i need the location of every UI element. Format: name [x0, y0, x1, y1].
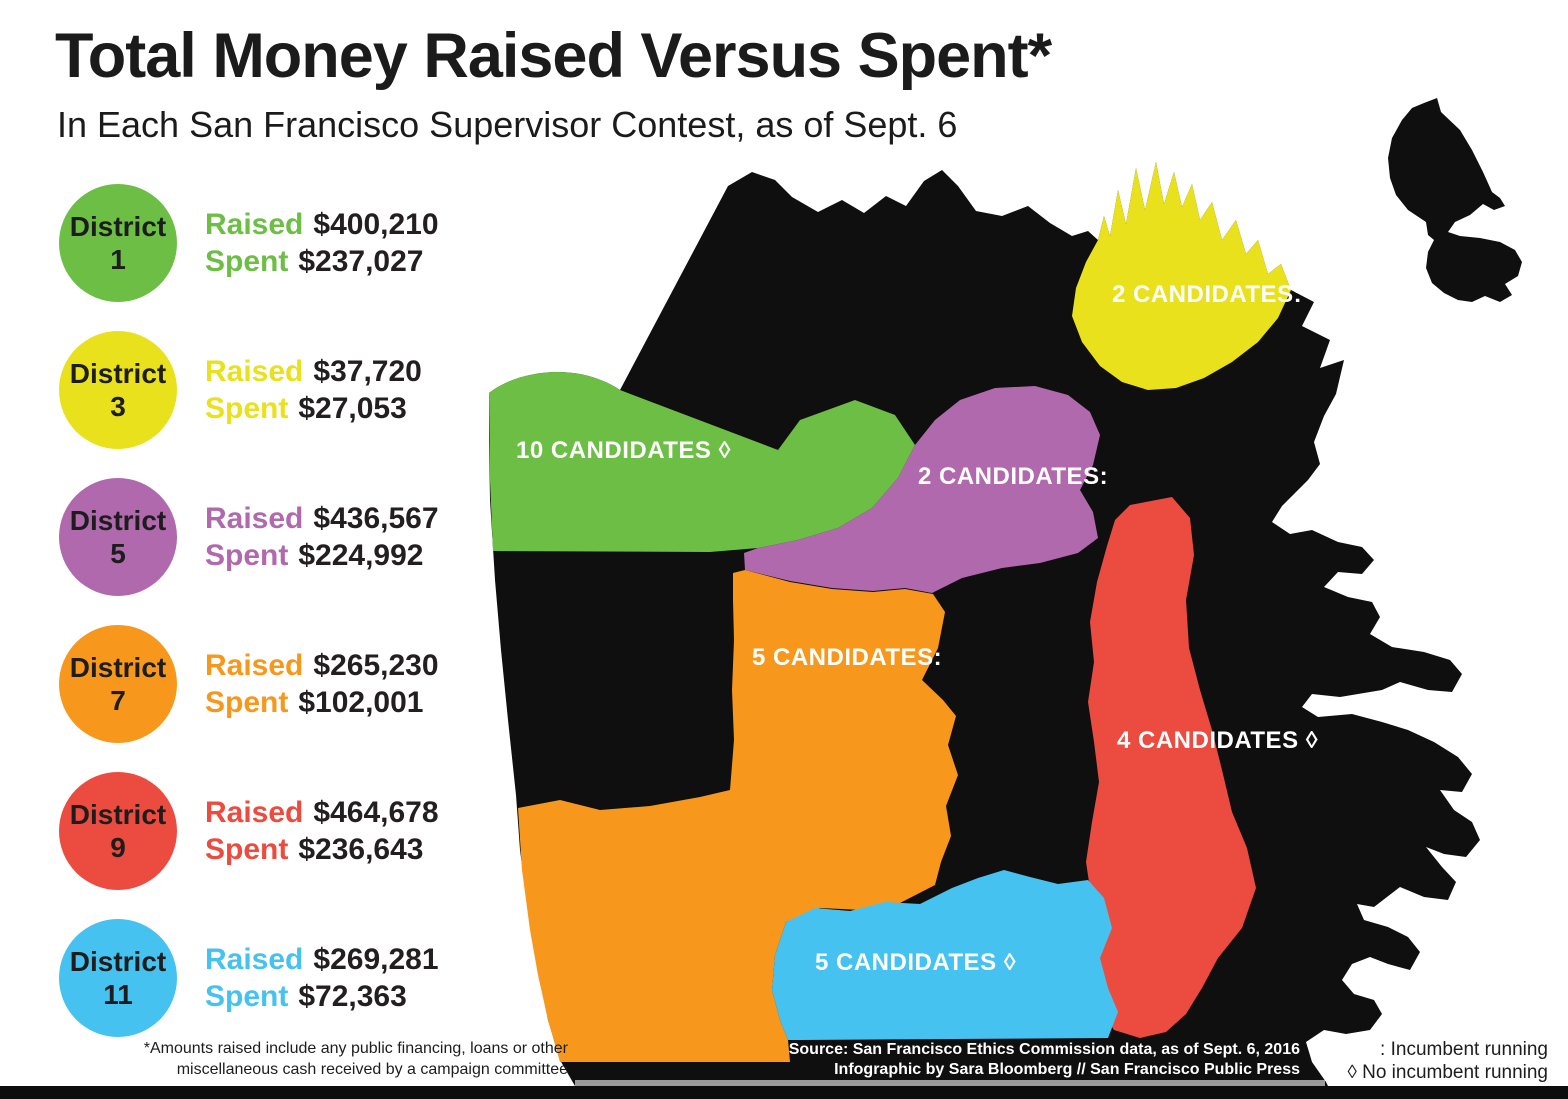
spent-label: Spent	[205, 686, 289, 719]
map-label-district-5: 2 CANDIDATES:	[918, 463, 1109, 490]
no-incumbent-label: No incumbent running	[1362, 1062, 1548, 1083]
spent-amount: $102,001	[298, 686, 424, 719]
raised-amount: $400,210	[313, 208, 439, 241]
page-subtitle: In Each San Francisco Supervisor Contest…	[57, 104, 958, 145]
district-1-badge: District 1	[59, 184, 177, 302]
raised-label: Raised	[205, 649, 304, 682]
map-district-11-region	[772, 870, 1118, 1040]
spent-amount: $236,643	[298, 833, 424, 866]
incumbent-symbol-icon: :	[1380, 1039, 1386, 1060]
map-label-district-3: 2 CANDIDATES:	[1112, 281, 1303, 308]
map-district-3-region	[1072, 162, 1291, 390]
district-11-badge: District 11	[59, 919, 177, 1037]
footnote-line-1: *Amounts raised include any public finan…	[143, 1040, 568, 1057]
map-label-district-11: 5 CANDIDATES ◊	[815, 949, 1017, 976]
source-line-2: Infographic by Sara Bloomberg // San Fra…	[834, 1061, 1300, 1078]
district-number: 11	[103, 979, 133, 1010]
district-9-info: Raised $464,678 Spent $236,643	[205, 794, 439, 868]
district-number: 7	[110, 685, 126, 716]
raised-amount: $37,720	[313, 355, 422, 388]
source-line-1: Source: San Francisco Ethics Commission …	[788, 1041, 1300, 1058]
district-word: District	[69, 505, 167, 536]
district-7-row: District 7 Raised $265,230 Spent $102,001	[0, 625, 470, 743]
spent-amount: $237,027	[298, 245, 424, 278]
district-1-row: District 1 Raised $400,210 Spent $237,027	[0, 184, 470, 302]
district-word: District	[69, 211, 167, 242]
legend-no-incumbent: ◊ No incumbent running	[1347, 1061, 1548, 1084]
footnote: *Amounts raised include any public finan…	[90, 1038, 568, 1080]
map-district-9-region	[1086, 497, 1256, 1038]
spent-label: Spent	[205, 245, 289, 278]
district-5-info: Raised $436,567 Spent $224,992	[205, 500, 439, 574]
raised-label: Raised	[205, 943, 304, 976]
map-bottom-rule	[575, 1080, 1325, 1086]
spent-amount: $224,992	[298, 539, 424, 572]
map-label-district-9: 4 CANDIDATES ◊	[1117, 727, 1319, 754]
district-word: District	[69, 652, 167, 683]
map-label-district-7: 5 CANDIDATES:	[752, 644, 943, 671]
spent-label: Spent	[205, 980, 289, 1013]
raised-label: Raised	[205, 796, 304, 829]
district-number: 9	[110, 832, 126, 863]
raised-amount: $436,567	[313, 502, 439, 535]
raised-amount: $265,230	[313, 649, 439, 682]
district-9-row: District 9 Raised $464,678 Spent $236,643	[0, 772, 470, 890]
district-word: District	[69, 946, 167, 977]
map-district-5-region	[744, 386, 1100, 593]
raised-amount: $269,281	[313, 943, 439, 976]
map-island-blob	[1388, 98, 1522, 302]
raised-label: Raised	[205, 208, 304, 241]
district-3-info: Raised $37,720 Spent $27,053	[205, 353, 422, 427]
district-9-badge: District 9	[59, 772, 177, 890]
incumbent-label: Incumbent running	[1390, 1039, 1548, 1060]
raised-label: Raised	[205, 355, 304, 388]
district-11-info: Raised $269,281 Spent $72,363	[205, 941, 439, 1015]
map-district-1-region	[489, 371, 915, 552]
district-number: 3	[110, 391, 126, 422]
district-3-row: District 3 Raised $37,720 Spent $27,053	[0, 331, 470, 449]
map-label-district-1: 10 CANDIDATES ◊	[516, 437, 731, 464]
district-5-row: District 5 Raised $436,567 Spent $224,992	[0, 478, 470, 596]
spent-label: Spent	[205, 392, 289, 425]
district-word: District	[69, 358, 167, 389]
symbol-legend: : Incumbent running ◊ No incumbent runni…	[1347, 1038, 1548, 1084]
district-1-info: Raised $400,210 Spent $237,027	[205, 206, 439, 280]
district-11-row: District 11 Raised $269,281 Spent $72,363	[0, 919, 470, 1037]
district-number: 5	[110, 538, 126, 569]
page-title: Total Money Raised Versus Spent*	[55, 21, 1052, 91]
district-5-badge: District 5	[59, 478, 177, 596]
district-number: 1	[110, 244, 126, 275]
spent-label: Spent	[205, 833, 289, 866]
legend-incumbent: : Incumbent running	[1347, 1038, 1548, 1061]
district-3-badge: District 3	[59, 331, 177, 449]
source-credit: Source: San Francisco Ethics Commission …	[789, 1040, 1300, 1080]
spent-amount: $27,053	[298, 392, 407, 425]
spent-label: Spent	[205, 539, 289, 572]
footnote-line-2: miscellaneous cash received by a campaig…	[176, 1061, 568, 1078]
district-word: District	[69, 799, 167, 830]
raised-label: Raised	[205, 502, 304, 535]
spent-amount: $72,363	[298, 980, 407, 1013]
district-7-badge: District 7	[59, 625, 177, 743]
no-incumbent-symbol-icon: ◊	[1347, 1062, 1357, 1083]
bottom-border-bar	[0, 1086, 1568, 1099]
map-district-7-region	[518, 570, 958, 1062]
raised-amount: $464,678	[313, 796, 439, 829]
district-7-info: Raised $265,230 Spent $102,001	[205, 647, 439, 721]
